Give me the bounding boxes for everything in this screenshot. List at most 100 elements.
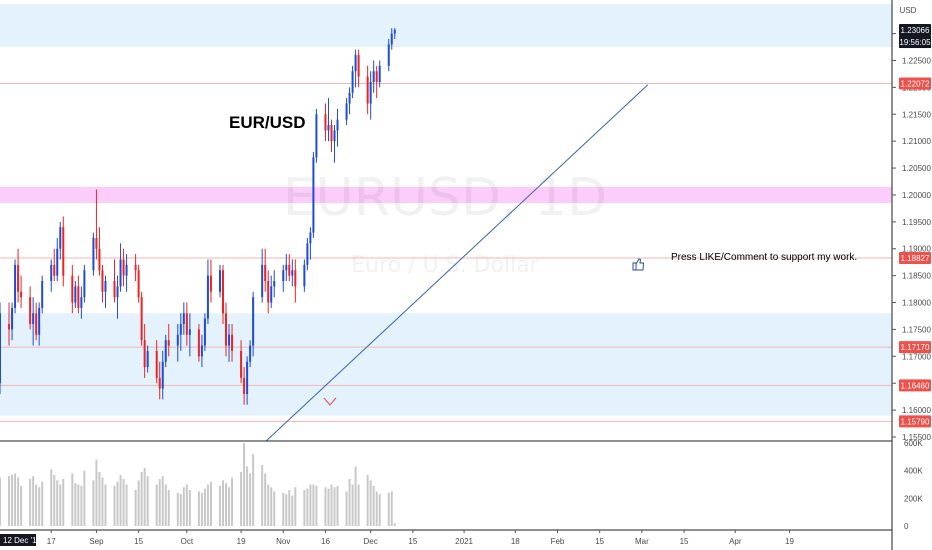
volume-histogram (0, 443, 396, 526)
volume-bar-0 (0, 477, 1, 526)
volume-bar-64 (270, 487, 273, 526)
price-axis[interactable]: USD 1.230001.225001.220001.215001.210001… (892, 6, 931, 442)
volume-bar-84 (354, 466, 357, 526)
candle-40 (167, 324, 170, 357)
volume-bar-43 (182, 487, 185, 526)
volume-bar-76 (324, 487, 327, 526)
candle-17 (74, 281, 77, 308)
candle-93 (393, 28, 396, 39)
candle-body (137, 270, 140, 298)
candle-73 (309, 227, 312, 260)
trendline[interactable] (253, 84, 649, 453)
candle-10 (41, 275, 44, 314)
zone-2 (0, 313, 892, 416)
chart-watermark: EURUSD, 1D Euro / U.S. Dollar (283, 168, 607, 278)
candle-body (167, 340, 170, 346)
volume-bar-25 (104, 484, 107, 526)
candle-65 (273, 270, 276, 298)
candle-7 (32, 297, 35, 346)
candle-body (56, 248, 59, 276)
volume-bar-3 (14, 473, 17, 526)
candle-46 (197, 324, 200, 362)
volume-bar-83 (351, 484, 354, 526)
candle-49 (206, 259, 209, 325)
volume-bar-62 (264, 473, 267, 526)
time-cursor-bg (0, 534, 36, 546)
price-tick-label-11: 1.18000 (902, 299, 931, 308)
volume-bar-70 (294, 487, 297, 526)
candle-82 (348, 87, 351, 115)
volume-bar-6 (29, 478, 32, 526)
price-tag-bg (899, 379, 931, 392)
candle-89 (375, 65, 378, 99)
time-tick-label-8: Dec (364, 537, 378, 546)
time-tick-label-7: 16 (321, 537, 330, 546)
candle-body (345, 103, 348, 120)
volume-bar-75 (315, 485, 318, 526)
candle-body (372, 71, 375, 82)
candle-body (324, 114, 327, 131)
volume-bar-53 (225, 483, 228, 526)
candle-56 (240, 340, 243, 384)
candle-body (351, 71, 354, 93)
volume-bar-78 (330, 484, 333, 526)
volume-bar-58 (246, 466, 249, 526)
candle-body (77, 286, 80, 308)
volume-bar-16 (71, 473, 74, 526)
candle-body (330, 125, 333, 142)
volume-bar-14 (59, 484, 62, 526)
candle-body (369, 81, 372, 104)
price-tick-label-2: 1.22500 (902, 56, 931, 65)
time-tick-label-9: 15 (408, 537, 417, 546)
candle-body (101, 270, 104, 292)
candle-body (249, 345, 252, 362)
volume-bar-52 (222, 480, 224, 526)
volume-bar-93 (393, 523, 396, 526)
volume-bar-79 (333, 487, 336, 526)
candle-body (366, 76, 369, 104)
candle-44 (185, 302, 188, 346)
volume-bar-91 (387, 492, 390, 526)
price-tick-label-16: 1.15500 (902, 433, 931, 442)
candle-body (122, 259, 125, 276)
candle-body (267, 281, 270, 303)
currency-label: USD (900, 6, 917, 15)
pair-label: EUR/USD (229, 113, 306, 132)
volume-bar-47 (200, 492, 203, 526)
candle-body (354, 55, 357, 72)
candle-body (176, 334, 179, 346)
price-tag-label: 1.23066 (901, 26, 930, 35)
candle-body (240, 350, 243, 378)
candle-body (303, 264, 306, 287)
candle-86 (366, 65, 369, 115)
candle-body (197, 329, 200, 357)
candle-body (0, 313, 1, 384)
time-tick-label-2: Sep (89, 537, 104, 546)
candle-body (35, 313, 38, 335)
price-tag-bg (899, 252, 931, 265)
candle-47 (200, 334, 203, 368)
volume-bar-45 (188, 490, 191, 526)
zone-0 (0, 4, 892, 48)
time-axis[interactable]: 12 Dec '18 17 Sep 15 Oct 19 Nov 16 Dec 15 2021 18 Fe… (0, 530, 795, 546)
volume-bar-69 (291, 495, 294, 526)
price-tag-bg (899, 415, 931, 428)
candle-32 (137, 264, 140, 303)
candle-33 (140, 291, 143, 346)
candle-body (92, 237, 95, 271)
candle-body (104, 281, 107, 292)
candle-14 (59, 221, 62, 260)
volume-bar-10 (41, 481, 44, 526)
candle-body (71, 275, 74, 303)
candle-body (182, 313, 185, 325)
volume-bar-36 (155, 484, 158, 526)
volume-bar-32 (137, 480, 140, 526)
candle-body (179, 324, 182, 335)
time-tick-label-5: 19 (237, 537, 246, 546)
candle-84 (354, 49, 357, 88)
candle-body (32, 313, 35, 325)
candle-body (155, 350, 158, 378)
price-tick-label-12: 1.17500 (902, 325, 931, 334)
volume-bar-39 (164, 484, 167, 526)
